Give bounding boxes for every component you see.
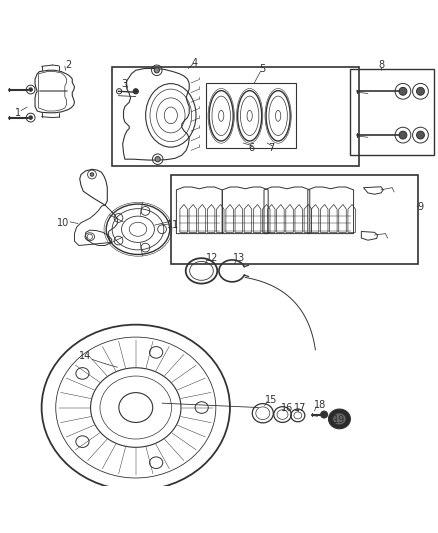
Bar: [206, 84, 296, 148]
Circle shape: [399, 87, 407, 95]
Text: 7: 7: [268, 143, 275, 154]
Circle shape: [417, 87, 424, 95]
Text: 4: 4: [192, 58, 198, 68]
Ellipse shape: [333, 413, 346, 425]
Text: 3: 3: [122, 79, 128, 89]
Text: 10: 10: [57, 217, 70, 228]
Text: 14: 14: [79, 351, 92, 361]
Text: 6: 6: [249, 143, 255, 154]
Bar: [171, 174, 418, 264]
Bar: [350, 69, 434, 155]
Text: 8: 8: [378, 60, 384, 70]
Text: 13: 13: [233, 253, 245, 263]
Text: 17: 17: [294, 402, 306, 413]
Text: 9: 9: [417, 203, 424, 212]
Text: 12: 12: [206, 253, 219, 263]
Text: 1: 1: [14, 108, 21, 118]
Circle shape: [154, 68, 159, 73]
Circle shape: [417, 131, 424, 139]
Text: 18: 18: [314, 400, 326, 410]
Text: 11: 11: [167, 220, 179, 230]
Circle shape: [133, 88, 138, 94]
Circle shape: [29, 116, 32, 119]
Circle shape: [321, 411, 328, 418]
Text: 2: 2: [65, 60, 71, 70]
Circle shape: [29, 88, 32, 91]
Bar: [112, 67, 359, 166]
Text: 16: 16: [281, 402, 293, 413]
Text: 19: 19: [333, 415, 346, 425]
Circle shape: [399, 131, 407, 139]
Ellipse shape: [328, 409, 350, 429]
Text: 15: 15: [265, 395, 278, 405]
Circle shape: [155, 157, 160, 162]
Text: 5: 5: [260, 64, 266, 75]
Circle shape: [90, 173, 94, 176]
